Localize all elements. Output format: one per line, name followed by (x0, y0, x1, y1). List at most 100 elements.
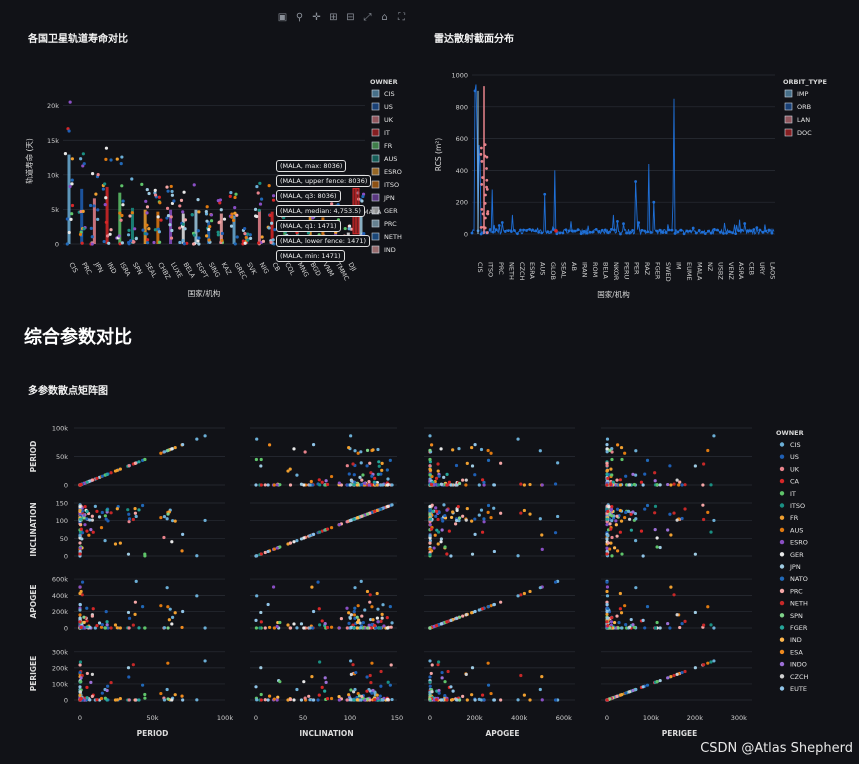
data-point (473, 517, 477, 521)
zoom-in-icon[interactable]: ⊞ (329, 12, 338, 23)
data-point (634, 180, 638, 183)
data-point (169, 236, 174, 240)
data-point (165, 687, 169, 692)
data-point (365, 589, 370, 594)
data-point (428, 552, 432, 557)
data-point (470, 231, 474, 235)
data-point (451, 689, 455, 693)
data-point (668, 512, 672, 516)
splom-chart[interactable]: 0 50k 100k PERIOD 0 50 100 150 INCLINATION 0 200k 4… (29, 425, 809, 739)
y-axis-label: APOGEE (29, 584, 38, 618)
data-point (129, 239, 133, 243)
data-point (345, 520, 349, 524)
zoom-icon[interactable]: ⚲ (295, 12, 304, 23)
rcs-chart[interactable]: 0 200 400 600 800 1000 RCS (m²) 国家/机构 CIS ITSO PRC… (434, 72, 827, 300)
data-point (454, 616, 459, 620)
data-point (470, 693, 474, 697)
data-point (484, 193, 487, 197)
data-point (266, 549, 270, 554)
data-point (609, 527, 613, 531)
data-point (115, 626, 119, 630)
data-point (443, 545, 447, 549)
data-point (90, 518, 94, 522)
data-point (553, 580, 558, 584)
data-point (618, 607, 622, 611)
data-point (605, 469, 609, 473)
data-point (299, 537, 304, 541)
data-point (347, 445, 351, 450)
data-point (95, 698, 99, 702)
legend-swatch (371, 167, 380, 176)
data-point (325, 527, 330, 531)
data-point (170, 201, 175, 206)
data-point (158, 201, 162, 205)
data-point (606, 231, 610, 235)
legend-item-label: CA (790, 478, 800, 486)
legend-item-label: PRC (384, 220, 397, 228)
data-point (492, 698, 496, 702)
data-point (682, 232, 686, 236)
data-point (436, 517, 440, 522)
data-point (70, 178, 74, 182)
data-point (243, 226, 247, 231)
x-tick-label: IND (105, 261, 118, 275)
data-point (359, 579, 363, 583)
data-point (329, 474, 334, 479)
data-point (700, 230, 704, 234)
data-point (376, 447, 380, 452)
data-point (78, 552, 82, 556)
data-point (712, 434, 716, 438)
data-point (361, 473, 365, 477)
data-point (683, 483, 687, 487)
camera-icon[interactable]: ▣ (277, 12, 288, 23)
data-point (694, 231, 698, 235)
data-point (83, 523, 87, 527)
data-point (477, 697, 481, 701)
data-point (614, 519, 618, 523)
data-point (365, 448, 370, 452)
x-tick-label: NKOR (612, 262, 620, 281)
data-point (170, 228, 174, 233)
data-point (347, 227, 351, 231)
data-point (143, 626, 147, 630)
data-point (619, 626, 624, 630)
data-point (288, 697, 293, 702)
data-point (325, 697, 330, 701)
data-point (454, 483, 459, 487)
x-tick-label: NZ (706, 262, 714, 272)
data-point (461, 694, 465, 698)
zoom-out-icon[interactable]: ⊟ (346, 12, 355, 23)
data-point (137, 698, 141, 702)
y-tick-label: 50 (60, 535, 68, 543)
data-point (451, 448, 455, 452)
box (80, 188, 84, 244)
data-point (88, 698, 92, 702)
data-point (653, 528, 657, 532)
data-point (428, 697, 432, 701)
data-point (78, 585, 82, 589)
home-icon[interactable]: ⌂ (381, 12, 388, 23)
data-point (672, 511, 676, 515)
data-point (605, 437, 610, 441)
data-point (204, 212, 209, 216)
data-point (456, 505, 460, 509)
data-point (703, 232, 707, 236)
data-point (447, 529, 451, 533)
y-axis-label: 轨道寿命 (天) (24, 138, 34, 184)
data-point (140, 182, 144, 186)
fullscreen-icon[interactable]: ⛶ (398, 12, 405, 23)
data-point (78, 698, 82, 702)
data-point (605, 523, 609, 527)
data-point (616, 443, 620, 447)
data-point (368, 617, 373, 622)
autoscale-icon[interactable]: ⤢ (363, 12, 372, 23)
pan-icon[interactable]: ✛ (312, 12, 321, 23)
data-point (311, 698, 316, 702)
data-point (543, 192, 547, 196)
legend-swatch (779, 503, 785, 508)
data-point (337, 481, 341, 485)
data-point (88, 479, 92, 483)
data-point (203, 518, 207, 523)
data-point (439, 698, 443, 702)
